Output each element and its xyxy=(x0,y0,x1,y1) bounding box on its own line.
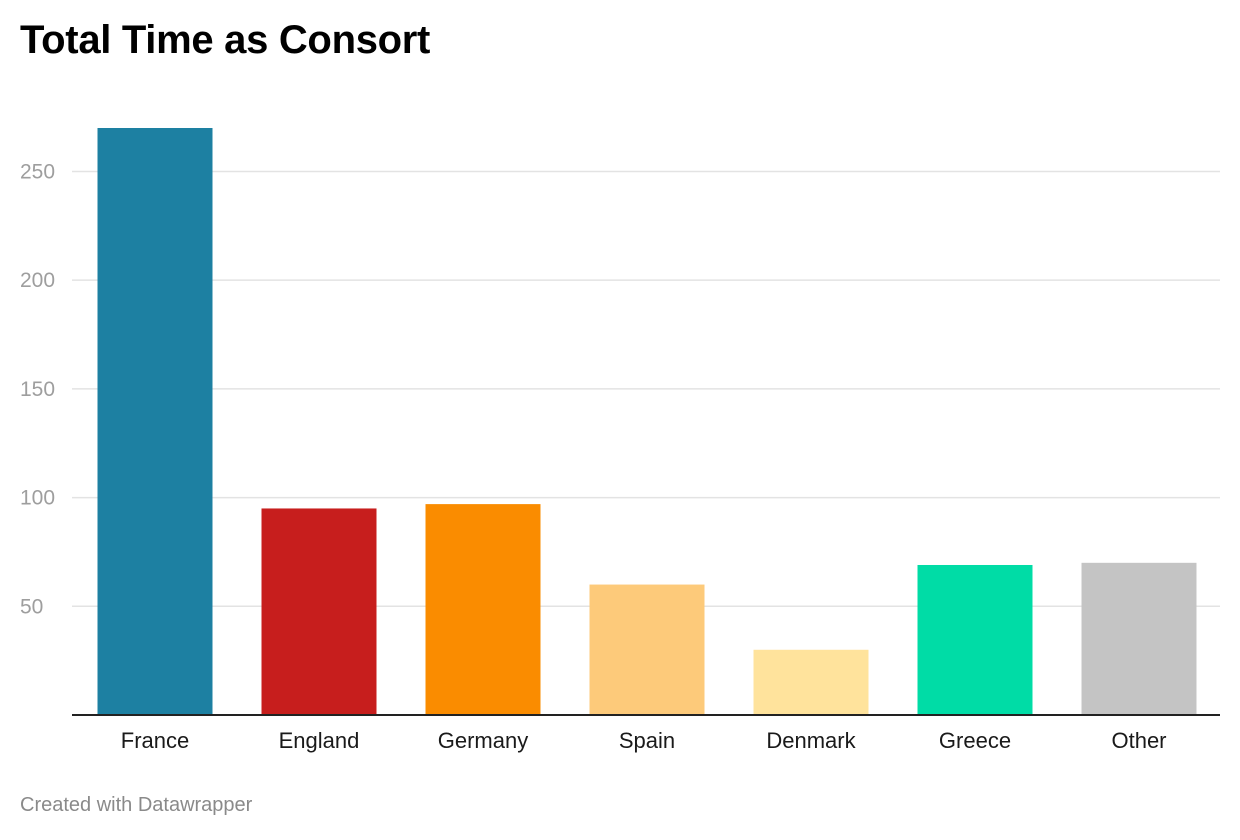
y-tick-label: 150 xyxy=(20,378,55,401)
gridlines xyxy=(72,170,1220,608)
x-axis-ticks: France England Germany Spain Denmark Greece Ot… xyxy=(121,728,1167,753)
bars xyxy=(97,128,1197,715)
chart-title: Total Time as Consort xyxy=(20,18,431,62)
bar-denmark xyxy=(753,649,869,715)
x-tick-label-germany: Germany xyxy=(438,728,528,753)
x-tick-label-other: Other xyxy=(1111,728,1166,753)
y-axis-ticks: 50 100 150 200 250 xyxy=(20,160,55,618)
bar-france xyxy=(97,128,213,715)
bar-spain xyxy=(589,584,705,715)
x-tick-label-spain: Spain xyxy=(619,728,675,753)
x-tick-label-england: England xyxy=(279,728,360,753)
x-tick-label-greece: Greece xyxy=(939,728,1011,753)
bar-england xyxy=(261,508,377,715)
y-tick-label: 250 xyxy=(20,160,55,183)
x-tick-label-denmark: Denmark xyxy=(766,728,856,753)
y-tick-label: 200 xyxy=(20,269,55,292)
y-tick-label: 50 xyxy=(20,595,43,618)
bar-other xyxy=(1081,562,1197,715)
y-tick-label: 100 xyxy=(20,487,55,510)
footer-credit: Created with Datawrapper xyxy=(20,794,253,816)
bar-greece xyxy=(917,564,1033,715)
bar-germany xyxy=(425,504,541,715)
x-tick-label-france: France xyxy=(121,728,189,753)
